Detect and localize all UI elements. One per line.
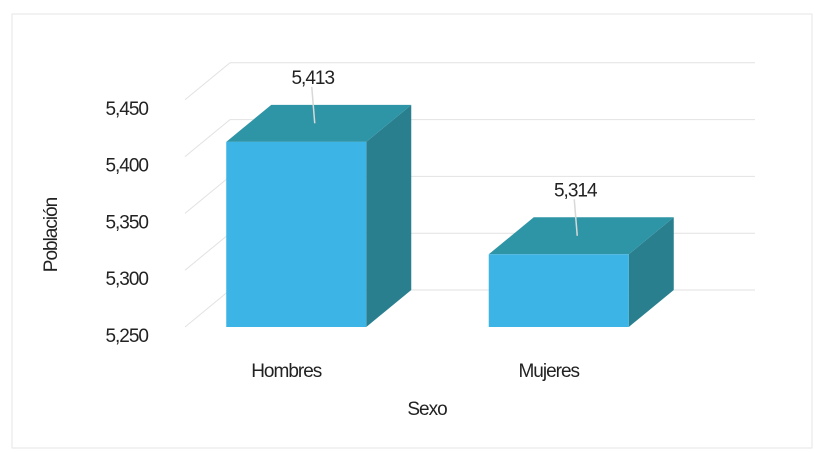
label-leader	[311, 86, 316, 124]
label-leader	[573, 199, 578, 236]
bar-side	[366, 104, 412, 327]
y-tick-label: 5,300	[105, 269, 148, 290]
y-tick-label: 5,400	[105, 156, 148, 177]
data-label: 5,413	[291, 68, 334, 89]
x-tick-label: Mujeres	[518, 361, 579, 382]
grid-line-side	[184, 232, 231, 271]
y-tick-label: 5,350	[105, 212, 148, 233]
grid-line-side	[184, 62, 231, 101]
grid-line-side	[184, 289, 231, 328]
x-axis-title: Sexo	[407, 399, 447, 420]
bar-top	[226, 104, 412, 142]
grid-line-side	[184, 119, 231, 157]
data-label: 5,314	[554, 180, 598, 201]
y-axis-title: Población	[41, 197, 62, 272]
bar-top	[488, 217, 674, 255]
chart-border	[11, 13, 813, 449]
grid-line-side	[184, 176, 231, 214]
x-tick-label: Hombres	[251, 361, 322, 382]
bar	[488, 254, 629, 327]
y-tick-label: 5,250	[105, 326, 148, 347]
bar-side	[628, 217, 674, 327]
y-tick-label: 5,450	[105, 99, 148, 120]
bar	[226, 141, 367, 327]
